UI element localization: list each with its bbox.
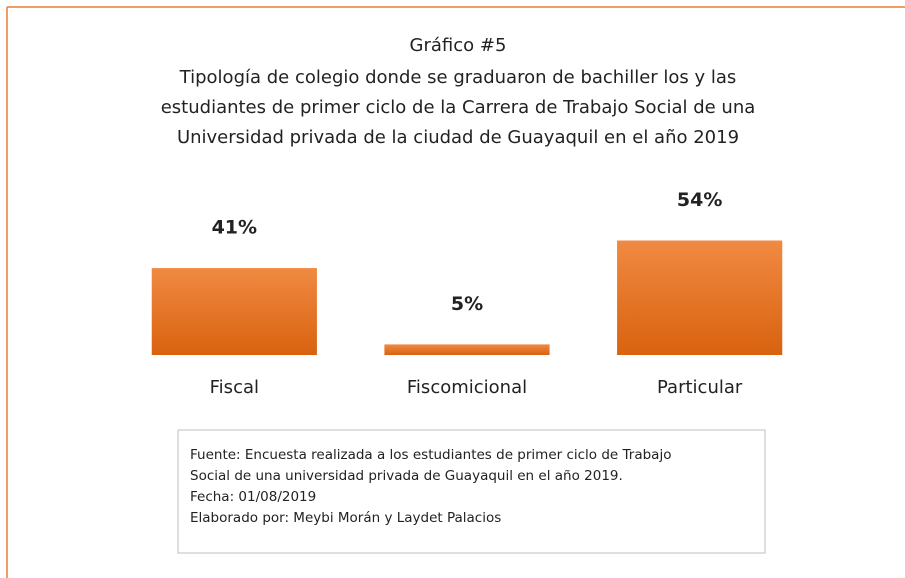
chart-title: Gráfico #5	[410, 35, 507, 56]
x-tick-label: Particular	[657, 377, 743, 398]
chart-subtitle: Tipología de colegio donde se graduaron …	[179, 67, 737, 88]
bar	[151, 268, 317, 355]
note: Elaborado por: Meybi Morán y Laydet Pala…	[190, 510, 501, 526]
note-box	[177, 429, 766, 554]
chart-subtitle: estudiantes de primer ciclo de la Carrer…	[161, 97, 756, 118]
x-tick-label: Fiscomicional	[407, 377, 527, 398]
note: Fuente: Encuesta realizada a los estudia…	[190, 447, 671, 463]
bar	[617, 240, 783, 355]
note: Fecha: 01/08/2019	[190, 489, 316, 505]
data-label: 54%	[677, 189, 722, 211]
data-label: 5%	[451, 293, 483, 315]
x-tick-label: Fiscal	[210, 377, 259, 398]
chart-subtitle: Universidad privada de la ciudad de Guay…	[177, 127, 739, 148]
note: Social de una universidad privada de Gua…	[190, 468, 623, 484]
data-label: 41%	[212, 217, 257, 239]
bar	[384, 344, 550, 355]
